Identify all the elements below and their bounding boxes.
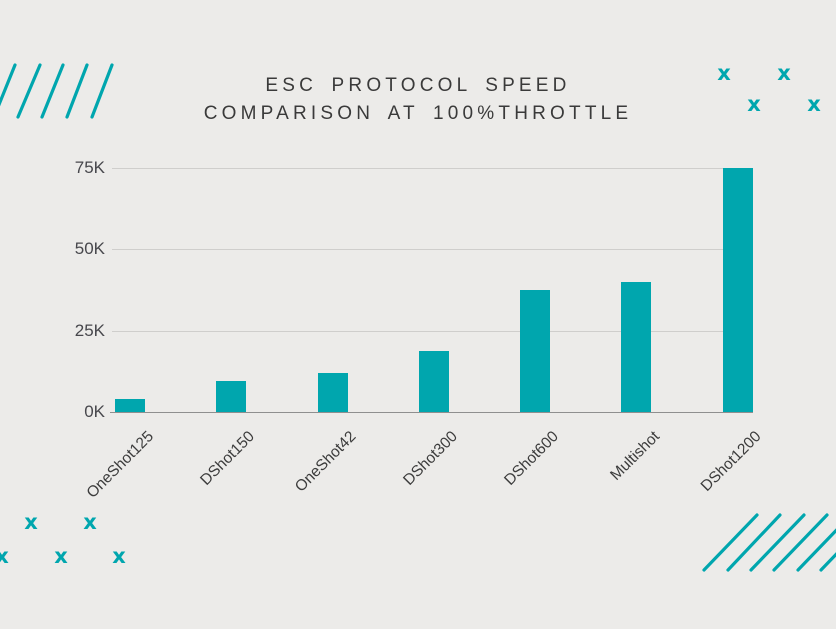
- bar-dshot1200: [722, 168, 753, 412]
- bar-oneshot125: [115, 398, 145, 412]
- gridline-25k: [112, 330, 753, 332]
- x-mark-icon-top-right-1: x: [717, 61, 731, 85]
- bar-dshot600: [520, 290, 550, 412]
- x-mark-icon-bottom-left-5: x: [112, 544, 126, 568]
- chart-title: ESC PROTOCOL SPEED COMPARISON AT 100%THR…: [0, 72, 836, 128]
- y-axis-tick-25k: 25K: [74, 320, 105, 340]
- x-axis-label-multishot: Multishot: [607, 428, 664, 484]
- x-mark-icon-bottom-left-3: x: [0, 544, 9, 568]
- bar-oneshot42: [317, 372, 348, 412]
- bar-multishot: [621, 281, 652, 412]
- diagonal-lines-icon-top-left: [0, 63, 114, 119]
- y-axis-tick-50k: 50K: [74, 239, 105, 259]
- x-axis-label-dshot300: DShot300: [399, 428, 461, 489]
- x-axis-label-dshot600: DShot600: [501, 428, 563, 489]
- x-axis-line: [110, 411, 753, 413]
- x-axis-label-dshot1200: DShot1200: [697, 428, 765, 495]
- x-axis-label-dshot150: DShot150: [197, 428, 259, 489]
- diagonal-lines-icon-bottom-right: [702, 513, 836, 572]
- x-mark-icon-top-right-4: x: [807, 92, 821, 116]
- x-axis-label-oneshot125: OneShot125: [83, 428, 158, 502]
- x-mark-icon-bottom-left-1: x: [24, 510, 38, 534]
- x-mark-icon-top-right-3: x: [747, 92, 761, 116]
- y-axis-tick-75k: 75K: [74, 158, 105, 177]
- y-axis-tick-0k: 0K: [84, 402, 105, 421]
- x-mark-icon-bottom-left-4: x: [54, 544, 68, 568]
- x-mark-icon-bottom-left-2: x: [83, 510, 97, 534]
- chart-title-line-1: ESC PROTOCOL SPEED: [265, 75, 571, 96]
- x-axis-label-oneshot42: OneShot42: [292, 428, 360, 496]
- chart-title-line-2: COMPARISON AT 100%THROTTLE: [203, 103, 633, 124]
- bar-dshot150: [216, 381, 247, 412]
- x-mark-icon-top-right-2: x: [777, 61, 791, 85]
- gridline-50k: [112, 249, 753, 251]
- bar-dshot300: [418, 350, 449, 412]
- gridline-75k: [112, 168, 753, 169]
